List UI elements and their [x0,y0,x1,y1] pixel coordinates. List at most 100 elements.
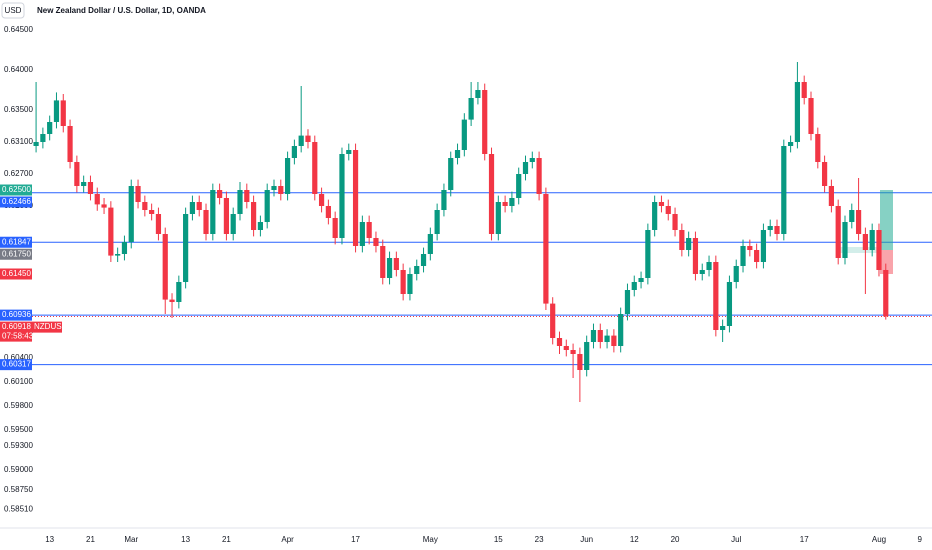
candle-body [60,100,66,126]
candle-body [94,194,100,205]
candle-body [189,202,196,214]
candle-body [33,142,39,146]
candle-body [556,338,563,346]
candle-body [590,330,597,342]
candle-body [264,190,270,222]
candle-body [842,222,848,258]
candle-body [284,158,291,194]
candle-body [869,230,875,250]
candle-body [305,135,311,142]
candle-body [815,134,821,162]
candle-body [692,238,699,274]
candle-body [618,314,624,346]
candle-body [352,150,359,246]
candle-body [434,210,440,234]
candle-body [244,190,250,202]
price-label-box [0,236,32,248]
candle-body [794,82,801,142]
candle-body [210,190,216,234]
candle-body [699,270,705,274]
y-tick-label: 0.59500 [4,425,33,434]
y-tick-label: 0.59300 [4,441,33,450]
candle-body [570,350,576,354]
price-label: 0.61847 [0,236,32,248]
candle-body [149,210,155,214]
price-label-box [0,359,32,371]
candle-body [754,250,760,262]
x-tick-label: Jun [580,535,593,544]
x-tick-label: 17 [800,535,809,544]
candle-body [420,254,427,266]
candle-body [203,210,209,234]
countdown-text: 07:58:43 [2,332,34,341]
x-tick-label: 13 [181,535,190,544]
candle-body [482,90,488,154]
candle-body [53,100,60,122]
candle-body [631,282,637,290]
y-tick-label: 0.64000 [4,65,33,74]
candle-body [312,142,318,194]
price-label-text: 0.62500 [2,185,31,194]
candle-body [155,214,162,234]
candle-body [359,222,365,246]
price-label-text: 0.61450 [2,269,31,278]
candle-body [713,262,719,330]
candle-body [366,222,372,238]
candle-body [788,142,794,146]
candle-body [760,230,767,262]
x-tick-label: 12 [630,535,639,544]
candle-body [672,214,678,230]
candle-body [665,206,671,214]
candle-body [169,299,175,302]
candle-body [142,202,148,210]
candle-body [448,158,454,190]
candle-body [509,198,515,206]
candle-body [604,335,610,342]
price-label-box [0,321,32,342]
x-tick-label: Apr [281,535,294,544]
candle-body [115,254,121,256]
y-tick-label: 0.64500 [4,25,33,34]
x-tick-label: 9 [918,535,923,544]
y-tick-label: 0.63100 [4,137,33,146]
price-label: 0.62500 [0,184,32,196]
candle-body [332,218,338,238]
candle-body [522,162,529,174]
price-label-box [0,309,32,321]
y-tick-label: 0.58750 [4,485,33,494]
candle-body [230,214,236,234]
candle-body [128,186,134,242]
candle-body [543,194,549,304]
candle-body [686,238,692,250]
candle-body [658,202,665,206]
candle-body [726,282,733,326]
candle-body [801,82,807,98]
price-label-text: 0.60317 [2,360,31,369]
candle-body [638,278,644,282]
x-tick-label: Aug [872,535,886,544]
currency-button[interactable]: USD [1,2,25,19]
candle-body [624,290,631,314]
candle-body [550,303,556,338]
candle-body [529,158,535,162]
candle-body [577,354,583,370]
price-label-text: 0.60936 [2,310,31,319]
candle-body [176,282,182,302]
candle-body [652,202,658,230]
position-target-zone [880,190,893,250]
candle-body [108,207,114,256]
candle-body [781,146,787,234]
candle-body [774,226,780,234]
candle-body [162,234,168,300]
candle-body [223,198,230,234]
button-text[interactable]: USD [5,6,22,15]
button-frame[interactable] [1,2,25,19]
candle-body [339,154,345,238]
x-tick-label: 21 [86,535,95,544]
price-label-box [0,196,32,208]
position-stop-zone [880,250,893,274]
candle-body [135,186,141,202]
y-tick-label: 0.60100 [4,377,33,386]
candle-body [298,135,304,146]
